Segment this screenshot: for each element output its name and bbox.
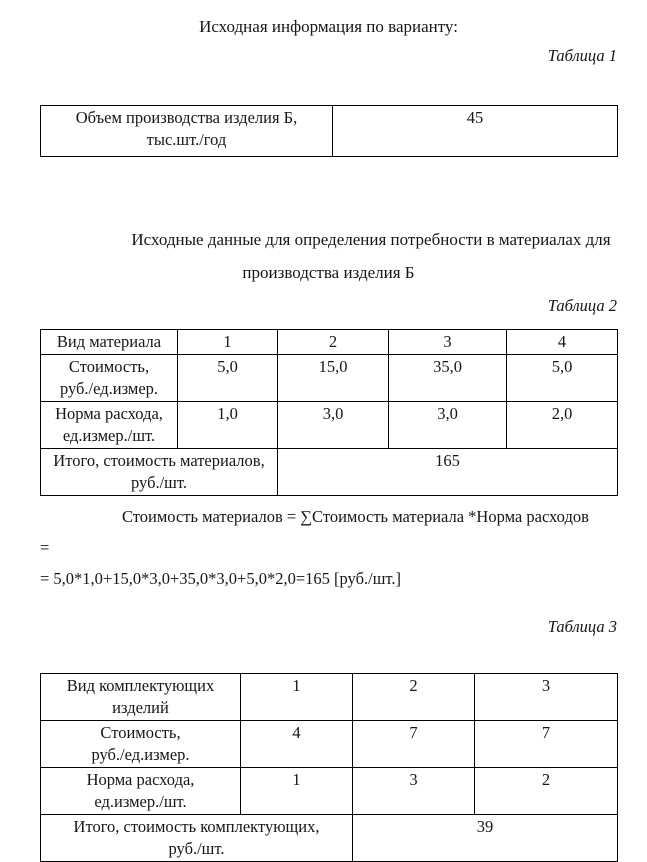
table3-cost-label-cell: Стоимость, руб./ед.измер.: [40, 720, 241, 768]
table2-rate-value-4: 2,0: [506, 401, 618, 449]
table3-caption: Таблица 3: [547, 617, 617, 636]
table2-total-value-cell: 165: [277, 448, 618, 496]
table1-row: Объем производства изделия Б, тыс.шт./го…: [40, 105, 618, 157]
table3-header-cell-1: 1: [240, 673, 353, 721]
table1-label-line2: тыс.шт./год: [146, 130, 227, 149]
formula-line3: = 5,0*1,0+15,0*3,0+35,0*3,0+5,0*2,0=165 …: [40, 569, 401, 588]
table3-rate-value-2: 3: [352, 767, 475, 815]
table2-cost-label-cell: Стоимость, руб./ед.измер.: [40, 354, 178, 402]
table3-rate-value-3: 2: [474, 767, 618, 815]
table1-value-cell: 45: [332, 105, 618, 157]
document-title: Исходная информация по варианту:: [199, 17, 458, 36]
table3-total-label-cell: Итого, стоимость комплектующих, руб./шт.: [40, 814, 353, 862]
table2-rate-row: Норма расхода, ед.измер./шт. 1,0 3,0 3,0…: [40, 401, 618, 449]
table1-caption: Таблица 1: [547, 46, 617, 65]
table1-label-line1: Объем производства изделия Б,: [75, 108, 298, 127]
table2-total-label-cell: Итого, стоимость материалов, руб./шт.: [40, 448, 278, 496]
table3-rate-label-line2: ед.измер./шт.: [94, 792, 187, 811]
table2-cost-label-line1: Стоимость,: [68, 357, 150, 376]
table3-header-row: Вид комплектующих изделий 1 2 3: [40, 673, 618, 721]
table-3: Вид комплектующих изделий 1 2 3 Стоимост…: [40, 673, 618, 862]
table2-cost-row: Стоимость, руб./ед.измер. 5,0 15,0 35,0 …: [40, 354, 618, 402]
table2-cost-value-3: 35,0: [388, 354, 507, 402]
table2-header-cell-3: 3: [388, 329, 507, 355]
table3-rate-value-1: 1: [240, 767, 353, 815]
section-heading-line2: производства изделия Б: [242, 263, 415, 282]
table2-total-label-line2: руб./шт.: [131, 473, 187, 492]
table2-header-cell-4: 4: [506, 329, 618, 355]
table3-cost-row: Стоимость, руб./ед.измер. 4 7 7: [40, 720, 618, 768]
table3-cost-value-1: 4: [240, 720, 353, 768]
table2-rate-value-2: 3,0: [277, 401, 389, 449]
table3-header-cell-2: 2: [352, 673, 475, 721]
table3-cost-label-line1: Стоимость,: [100, 723, 181, 742]
table2-cost-value-2: 15,0: [277, 354, 389, 402]
formula-line1: Стоимость материалов = ∑Стоимость матери…: [122, 507, 589, 526]
table2-cost-value-4: 5,0: [506, 354, 618, 402]
table3-cost-value-3: 7: [474, 720, 618, 768]
table-1: Объем производства изделия Б, тыс.шт./го…: [40, 105, 618, 157]
table2-cost-value-1: 5,0: [177, 354, 278, 402]
table2-rate-label-line1: Норма расхода,: [55, 404, 163, 423]
table3-total-label-line2: руб./шт.: [168, 839, 225, 858]
table2-header-cell-2: 2: [277, 329, 389, 355]
table3-rate-row: Норма расхода, ед.измер./шт. 1 3 2: [40, 767, 618, 815]
table3-rate-label-line1: Норма расхода,: [86, 770, 195, 789]
table2-header-label-cell: Вид материала: [40, 329, 178, 355]
table3-header-cell-3: 3: [474, 673, 618, 721]
table3-header-label-cell: Вид комплектующих изделий: [40, 673, 241, 721]
table3-total-row: Итого, стоимость комплектующих, руб./шт.…: [40, 814, 618, 862]
table2-rate-label-cell: Норма расхода, ед.измер./шт.: [40, 401, 178, 449]
section-heading-line1: Исходные данные для определения потребно…: [131, 230, 611, 249]
table2-rate-label-line2: ед.измер./шт.: [62, 426, 156, 445]
table3-total-label-line1: Итого, стоимость комплектующих,: [73, 817, 320, 836]
table2-rate-value-3: 3,0: [388, 401, 507, 449]
table2-rate-value-1: 1,0: [177, 401, 278, 449]
table2-cost-label-line2: руб./ед.измер.: [59, 379, 159, 398]
table3-header-label-line2: изделий: [112, 698, 169, 717]
table2-header-row: Вид материала 1 2 3 4: [40, 329, 618, 355]
table3-cost-value-2: 7: [352, 720, 475, 768]
table3-total-value-cell: 39: [352, 814, 618, 862]
table1-label-cell: Объем производства изделия Б, тыс.шт./го…: [40, 105, 333, 157]
table-2: Вид материала 1 2 3 4 Стоимость, руб./ед…: [40, 329, 618, 496]
formula-line2: =: [40, 538, 50, 557]
table2-total-label-line1: Итого, стоимость материалов,: [53, 451, 265, 470]
materials-cost-formula: Стоимость материалов = ∑Стоимость матери…: [40, 501, 617, 594]
section-heading: Исходные данные для определения потребно…: [40, 223, 617, 289]
table2-total-row: Итого, стоимость материалов, руб./шт. 16…: [40, 448, 618, 496]
table2-header-cell-1: 1: [177, 329, 278, 355]
table3-header-label-line1: Вид комплектующих: [66, 676, 215, 695]
table3-rate-label-cell: Норма расхода, ед.измер./шт.: [40, 767, 241, 815]
table2-caption: Таблица 2: [547, 296, 617, 315]
table3-cost-label-line2: руб./ед.измер.: [91, 745, 190, 764]
